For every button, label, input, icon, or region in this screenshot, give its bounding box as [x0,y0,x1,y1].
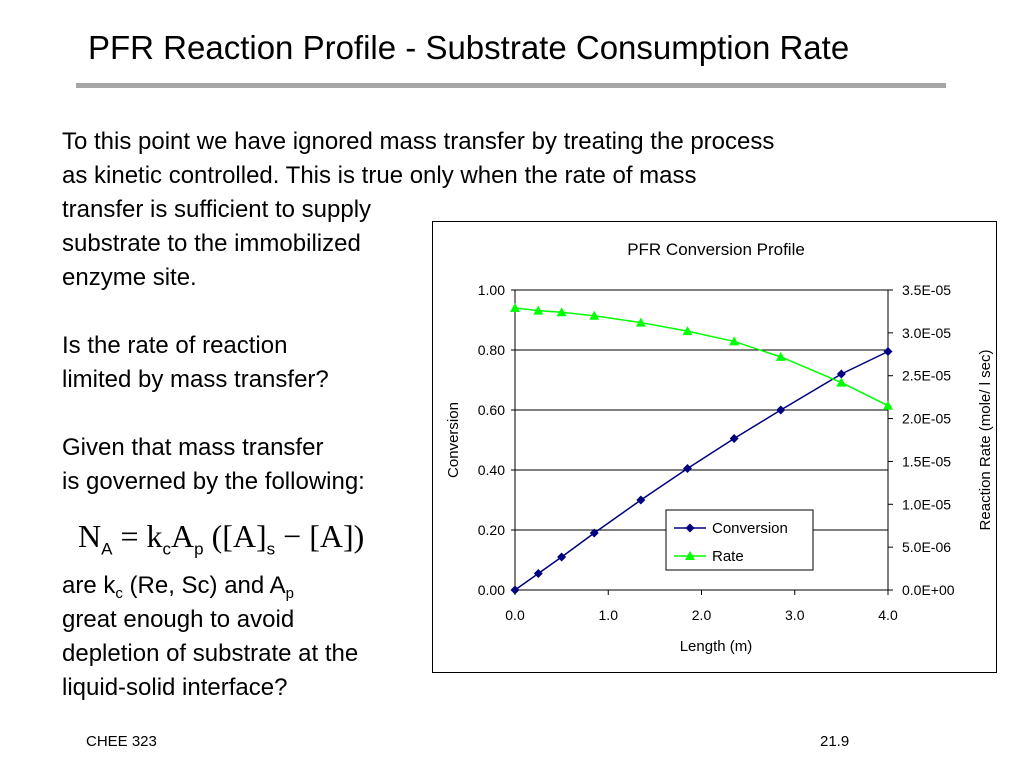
x-axis-title: Length (m) [680,638,753,655]
x-tick-label: 3.0 [785,607,805,623]
title-divider [76,83,946,88]
y-tick-label: 1.00 [478,282,505,298]
paragraph-line: transfer is sufficient to supply [62,196,372,223]
eq-a-sub: p [194,539,204,559]
data-point-rate [589,310,600,320]
paragraph-line: enzyme site. [62,264,197,291]
paragraph-line: depletion of substrate at the [62,640,359,667]
data-point-rate [775,351,786,361]
y-tick-label: 0.80 [478,342,505,358]
paragraph-line: Given that mass transfer [62,434,324,461]
eq-k: k [146,518,163,554]
y2-tick-label: 2.0E-05 [902,411,951,427]
text-subscript: c [115,585,123,602]
data-point-rate [510,303,520,312]
legend-label: Conversion [712,520,788,537]
data-point-conversion [636,495,646,505]
conversion-chart: PFR Conversion Profile 0.00 0.20 0.40 0.60 0.… [445,240,994,655]
eq-minus: − [283,518,302,554]
eq-k-sub: c [162,539,172,559]
footer-page-number: 21.9 [820,733,850,750]
data-point-rate [635,317,646,327]
y-tick-label: 0.60 [478,402,505,418]
data-point-conversion [557,552,567,562]
data-point-rate [556,307,567,317]
text-subscript: p [285,585,294,602]
y2-tick-label: 3.5E-05 [902,282,951,298]
y2-axis-title: Reaction Rate (mole/ l sec) [977,350,994,531]
y2-tick-label: 1.0E-05 [902,496,951,512]
y2-tick-label: 1.5E-05 [902,453,951,469]
data-point-conversion [729,434,739,443]
mass-transfer-equation: NA = kcAp ([A]s − [A]) [78,518,364,559]
legend-marker-conversion [685,523,695,533]
data-point-conversion [589,528,599,538]
y2-tick-label: 5.0E-06 [902,539,951,555]
slide-title: PFR Reaction Profile - Substrate Consump… [88,29,850,66]
legend-label: Rate [712,548,744,565]
data-point-rate [836,377,847,387]
series-line-conversion [514,350,889,591]
footer-course: CHEE 323 [86,733,157,750]
series-line-rate [514,307,889,407]
eq-s-sub: s [266,539,276,559]
eq-open: ([A] [211,518,267,554]
eq-n: N [78,518,102,554]
y-tick-label: 0.20 [478,522,505,538]
paragraph-line: liquid-solid interface? [62,674,288,701]
data-point-rate [533,305,544,315]
x-tick-label: 2.0 [692,607,712,623]
y-tick-label: 0.40 [478,462,505,478]
data-point-conversion [510,585,520,595]
x-tick-label: 4.0 [878,607,898,623]
data-point-rate [682,326,693,336]
paragraph-line: limited by mass transfer? [62,366,329,393]
data-point-conversion [776,405,786,415]
paragraph-line: great enough to avoid [62,606,295,633]
paragraph-line: Is the rate of reaction [62,332,288,359]
paragraph-line: as kinetic controlled. This is true only… [62,162,697,189]
paragraph-line: To this point we have ignored mass trans… [62,128,775,155]
text-span: (Re, Sc) and A [122,572,286,599]
paragraph-line: are kc (Re, Sc) and Ap [62,569,294,611]
y2-tick-label: 0.0E+00 [902,582,955,598]
y2-tick-label: 2.5E-05 [902,368,951,384]
data-point-conversion [836,369,846,379]
y2-tick-label: 3.0E-05 [902,325,951,341]
data-point-conversion [533,569,543,578]
data-point-conversion [883,347,893,356]
legend-marker-rate [685,551,695,560]
eq-equals: = [120,518,139,554]
x-tick-label: 1.0 [599,607,619,623]
data-point-conversion [683,464,693,473]
eq-a: A [171,518,195,554]
data-point-rate [729,336,740,346]
data-point-rate [883,400,893,410]
eq-n-sub: A [101,539,113,559]
text-span: are k [62,572,116,599]
paragraph-line: substrate to the immobilized [62,230,361,257]
x-tick-label: 0.0 [505,607,525,623]
y-tick-label: 0.00 [478,582,505,598]
paragraph-line: is governed by the following: [62,468,365,495]
chart-title: PFR Conversion Profile [627,240,805,259]
eq-close: [A]) [309,518,365,554]
chart-frame: PFR Conversion Profile 0.00 0.20 0.40 0.60 0.… [432,221,997,673]
y-axis-title: Conversion [445,402,462,478]
